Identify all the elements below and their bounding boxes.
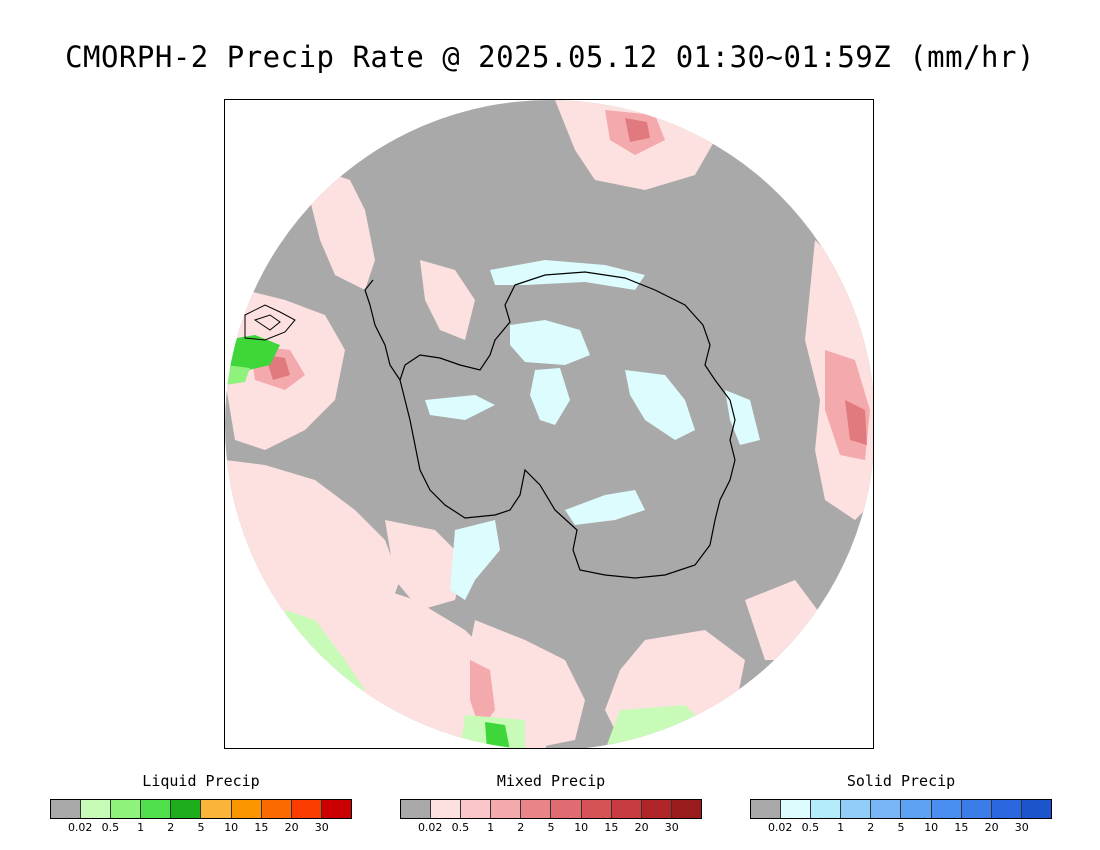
legend-tick-label: 15 [954, 821, 969, 834]
legend-tick-label: 0.5 [451, 821, 470, 834]
legend-tick-label: 0.5 [101, 821, 120, 834]
liquid-light-south-2 [605, 705, 705, 748]
legend-swatch [461, 800, 492, 818]
solid-area-south-2 [565, 490, 645, 525]
legend-swatch [261, 800, 292, 818]
legend-tick-label: 30 [1014, 821, 1029, 834]
legend-swatch [401, 800, 432, 818]
legend-swatch [491, 800, 522, 818]
legend-swatch [51, 800, 82, 818]
legend-tick-label: 15 [604, 821, 619, 834]
mixed-area-nw [310, 170, 375, 290]
legend-swatch [171, 800, 202, 818]
map-disk [225, 100, 873, 748]
legend-tick-label: 0.5 [801, 821, 820, 834]
legend-tick-label: 20 [634, 821, 649, 834]
legend-tick-label: 0.02 [67, 821, 93, 834]
legend-swatch [641, 800, 672, 818]
legend-colorbar [400, 799, 702, 819]
mixed-heavy-east [845, 400, 867, 445]
antarctica-coastline [399, 271, 736, 579]
legend-tick-label: 20 [284, 821, 299, 834]
legend-tick-label: 10 [574, 821, 589, 834]
legend-swatch [901, 800, 932, 818]
solid-precip-areas [425, 260, 760, 600]
legend-swatch [841, 800, 872, 818]
solid-area-interior-2 [530, 368, 570, 425]
legend-swatch [201, 800, 232, 818]
legend-tick-label: 1 [487, 821, 495, 834]
legend-tick-label: 0.02 [767, 821, 793, 834]
legend-tick-label: 2 [867, 821, 875, 834]
legend-swatch [551, 800, 582, 818]
legend-swatch [291, 800, 322, 818]
legend-title: Liquid Precip [142, 772, 260, 790]
legend-ticks: 0.02 0.5 1 2 5 10 15 20 30 [400, 821, 702, 837]
legend-tick-label: 2 [167, 821, 175, 834]
legend-colorbar [50, 799, 352, 819]
legend-swatch [611, 800, 642, 818]
mixed-heavy-top [625, 118, 650, 142]
legend-tick-label: 2 [517, 821, 525, 834]
south-america-coastline [244, 304, 296, 341]
solid-area-north-coast [490, 260, 645, 290]
solid-precip-legend: Solid Precip 0.02 0.5 1 2 5 10 15 20 30 [750, 772, 1052, 837]
legend-tick-label: 5 [197, 821, 205, 834]
legend-ticks: 0.02 0.5 1 2 5 10 15 20 30 [50, 821, 352, 837]
legend-swatch [231, 800, 262, 818]
legend-swatch [751, 800, 782, 818]
legend-tick-label: 10 [224, 821, 239, 834]
legend-swatch [321, 800, 351, 818]
legend-swatch [961, 800, 992, 818]
legend-tick-label: 0.02 [417, 821, 443, 834]
legend-tick-label: 5 [547, 821, 555, 834]
solid-area-east-2 [725, 390, 760, 445]
solid-area-interior [510, 320, 590, 365]
legend-swatch [671, 800, 701, 818]
legend-swatch [581, 800, 612, 818]
solid-area-west-ice [425, 395, 495, 420]
mixed-precip-legend: Mixed Precip 0.02 0.5 1 2 5 10 15 20 30 [400, 772, 702, 837]
liquid-heavy-south [485, 722, 510, 748]
legend-swatch [141, 800, 172, 818]
legend-tick-label: 20 [984, 821, 999, 834]
legend-swatch [781, 800, 812, 818]
legend-swatch [431, 800, 462, 818]
map-panel [224, 99, 874, 749]
legend-colorbar [750, 799, 1052, 819]
legend-tick-label: 1 [137, 821, 145, 834]
solid-area-south-1 [450, 520, 500, 600]
legend-swatch [871, 800, 902, 818]
mixed-area-sw-1 [385, 520, 465, 610]
mixed-area-center-w [420, 260, 475, 340]
legend-ticks: 0.02 0.5 1 2 5 10 15 20 30 [750, 821, 1052, 837]
legend-tick-label: 1 [837, 821, 845, 834]
liquid-precip-legend: Liquid Precip 0.02 0.5 1 2 5 10 15 20 30 [50, 772, 352, 837]
precip-map [225, 100, 873, 748]
legend-swatch [81, 800, 112, 818]
legend-tick-label: 15 [254, 821, 269, 834]
legend-swatch [1021, 800, 1051, 818]
liquid-moderate-west [225, 365, 250, 385]
antarctic-peninsula-coastline [364, 279, 401, 381]
chart-title: CMORPH-2 Precip Rate @ 2025.05.12 01:30~… [65, 40, 1035, 74]
solid-area-east-1 [625, 370, 695, 440]
liquid-heavy-west [225, 335, 280, 372]
legend-swatch [111, 800, 142, 818]
legend-title: Mixed Precip [496, 772, 606, 790]
legend-tick-label: 30 [314, 821, 329, 834]
legend-swatch [931, 800, 962, 818]
legend-title: Solid Precip [846, 772, 956, 790]
mixed-moderate-south [470, 660, 495, 730]
legend-tick-label: 5 [897, 821, 905, 834]
legend-tick-label: 30 [664, 821, 679, 834]
legend-swatch [991, 800, 1022, 818]
legend-tick-label: 10 [924, 821, 939, 834]
legend-swatch [811, 800, 842, 818]
legend-swatch [521, 800, 552, 818]
